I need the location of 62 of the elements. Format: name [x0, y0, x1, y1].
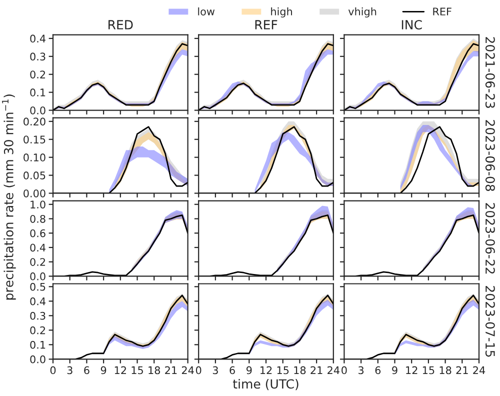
x-tick-label: 21	[456, 366, 468, 374]
x-tick-label: 9	[100, 366, 106, 374]
x-tick-label: 15	[277, 366, 289, 374]
x-tick-label: 12	[406, 366, 418, 374]
x-tick-label: 3	[67, 366, 72, 374]
y-tick-label: 0.4	[30, 34, 46, 43]
x-tick-label: 9	[392, 366, 398, 374]
y-tick-label: 0.20	[24, 118, 46, 126]
x-tick-label: 24	[328, 366, 340, 374]
y-tick-label: 0.0	[30, 106, 46, 114]
y-tick-label: 0.4	[30, 244, 46, 252]
x-tick-label: 18	[294, 366, 306, 374]
x-tick-label: 9	[246, 366, 252, 374]
x-tick-label: 6	[84, 366, 90, 374]
x-tick-label: 24	[182, 366, 194, 374]
y-tick-label: 0.6	[30, 229, 46, 238]
y-tick-label: 0.3	[30, 312, 46, 320]
x-tick-label: 18	[148, 366, 160, 374]
y-tick-label: 0.2	[30, 258, 46, 266]
x-tick-label: 6	[375, 366, 381, 374]
y-tick-label: 0.0	[30, 272, 46, 280]
x-tick-label: 15	[132, 366, 143, 374]
chart-title: INC	[402, 20, 422, 30]
y-tick-label: 0.2	[30, 326, 46, 334]
text: 2023-07-15	[485, 286, 495, 357]
x-tick-label: 0	[342, 366, 347, 374]
y-tick-label: 0.2	[30, 70, 46, 78]
y-tick-label: 0.5	[30, 282, 46, 291]
text: 2023-06-22	[485, 203, 495, 274]
y-tick-label: 0.8	[30, 214, 46, 223]
legend-label: low	[198, 7, 215, 16]
x-axis-title: time (UTC)	[232, 378, 298, 390]
y-tick-label: 0.4	[30, 297, 46, 306]
y-tick-label: 0.0	[30, 355, 46, 364]
x-tick-label: 18	[440, 366, 452, 374]
chart-title: RED	[108, 20, 133, 30]
chart-title: REF	[255, 20, 278, 30]
y-tick-label: 1.0	[30, 200, 46, 208]
y-tick-label: 0.10	[24, 154, 46, 162]
x-tick-label: 21	[165, 366, 177, 374]
x-tick-label: 0	[50, 366, 56, 374]
x-tick-label: 21	[310, 366, 322, 374]
x-tick-label: 0	[196, 366, 202, 374]
text: 2023-06-08	[485, 120, 495, 191]
legend-label: REF	[433, 8, 452, 16]
y-tick-label: 0.15	[24, 136, 46, 144]
text: 2021-06-23	[485, 37, 495, 108]
y-tick-label: 0.3	[30, 52, 46, 61]
legend-label: vhigh	[348, 7, 376, 18]
x-tick-label: 12	[260, 366, 272, 374]
y-tick-label: 0.1	[30, 88, 46, 96]
x-tick-label: 3	[358, 366, 364, 374]
x-tick-label: 6	[230, 366, 235, 374]
y-tick-label: 0.00	[24, 189, 46, 198]
x-tick-label: 3	[212, 366, 218, 374]
y-tick-label: 0.05	[24, 172, 46, 180]
legend-label: high	[271, 7, 292, 18]
x-tick-label: 12	[114, 366, 126, 374]
y-axis-title: precipitation rate (mm 30 min$^{−1}$)	[2, 94, 16, 300]
x-tick-label: 15	[422, 366, 434, 374]
y-tick-label: 0.1	[30, 340, 46, 349]
x-tick-label: 24	[473, 366, 486, 374]
